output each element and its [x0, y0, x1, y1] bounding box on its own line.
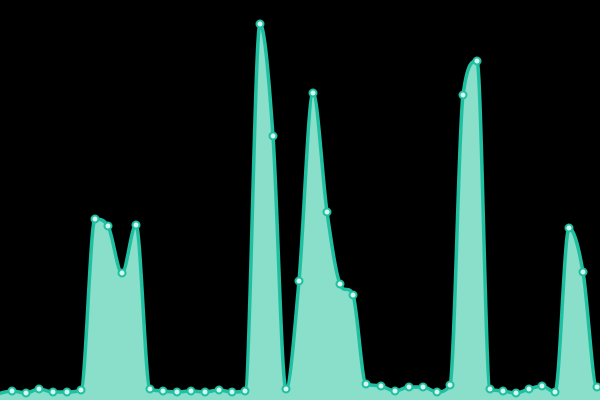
data-point-marker	[445, 380, 455, 390]
data-point-marker	[564, 223, 574, 233]
data-point-marker	[7, 386, 17, 396]
data-point-marker	[472, 56, 482, 66]
data-point-marker	[281, 384, 291, 394]
data-point-marker	[117, 268, 127, 278]
data-point-marker	[34, 384, 44, 394]
data-point-marker	[90, 214, 100, 224]
data-point-marker	[227, 387, 237, 397]
data-point-marker	[62, 387, 72, 397]
data-point-marker	[404, 382, 414, 392]
data-point-marker	[524, 384, 534, 394]
data-point-marker	[294, 276, 304, 286]
data-point-marker	[537, 381, 547, 391]
data-point-marker	[376, 381, 386, 391]
data-point-marker	[76, 385, 86, 395]
data-point-marker	[390, 386, 400, 396]
data-point-marker	[485, 384, 495, 394]
data-point-marker	[48, 387, 58, 397]
data-point-marker	[592, 382, 600, 392]
data-point-marker	[172, 387, 182, 397]
data-point-marker	[322, 207, 332, 217]
data-point-marker	[131, 220, 141, 230]
data-point-marker	[255, 19, 265, 29]
data-point-marker	[511, 388, 521, 398]
data-point-marker	[21, 388, 31, 398]
data-point-marker	[200, 387, 210, 397]
data-point-marker	[418, 382, 428, 392]
data-point-marker	[498, 386, 508, 396]
data-point-marker	[145, 384, 155, 394]
data-point-marker	[186, 386, 196, 396]
data-point-marker	[240, 386, 250, 396]
data-point-marker	[335, 279, 345, 289]
data-point-marker	[361, 379, 371, 389]
data-point-marker	[578, 267, 588, 277]
data-point-marker	[348, 290, 358, 300]
data-point-marker	[268, 131, 278, 141]
data-point-marker	[550, 387, 560, 397]
area-fill	[0, 24, 600, 400]
data-point-marker	[103, 221, 113, 231]
data-point-marker	[214, 385, 224, 395]
data-point-marker	[458, 90, 468, 100]
data-point-marker	[158, 386, 168, 396]
data-point-marker	[432, 387, 442, 397]
data-point-markers	[7, 19, 600, 398]
data-point-marker	[308, 88, 318, 98]
